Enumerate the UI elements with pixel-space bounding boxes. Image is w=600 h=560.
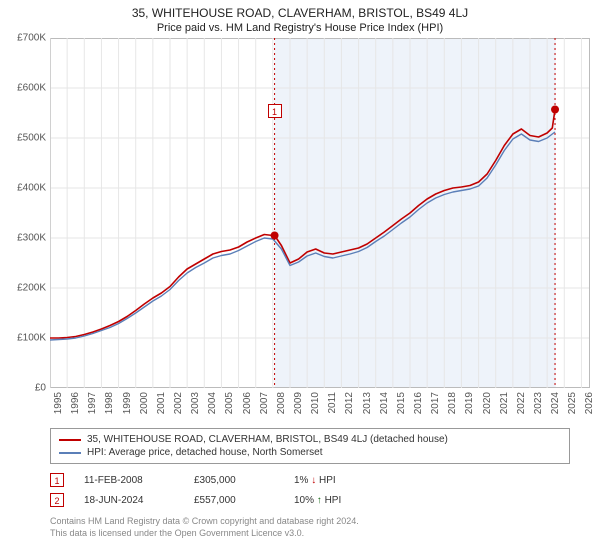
x-axis-label: 1997 (87, 392, 98, 414)
x-axis-label: 2020 (482, 392, 493, 414)
legend-swatch (59, 452, 81, 454)
legend-item: 35, WHITEHOUSE ROAD, CLAVERHAM, BRISTOL,… (59, 433, 561, 446)
legend-swatch (59, 439, 81, 441)
x-axis-label: 1999 (122, 392, 133, 414)
event-delta: 1% ↓ HPI (294, 475, 394, 486)
x-axis-label: 2025 (567, 392, 578, 414)
x-axis-label: 2022 (516, 392, 527, 414)
y-axis-label: £0 (0, 383, 46, 394)
event-delta: 10% ↑ HPI (294, 495, 394, 506)
legend-label: 35, WHITEHOUSE ROAD, CLAVERHAM, BRISTOL,… (87, 434, 448, 445)
x-axis-label: 2026 (584, 392, 595, 414)
legend: 35, WHITEHOUSE ROAD, CLAVERHAM, BRISTOL,… (50, 428, 570, 464)
x-axis-label: 2010 (310, 392, 321, 414)
y-axis-label: £500K (0, 133, 46, 144)
x-axis-label: 2000 (139, 392, 150, 414)
x-axis-label: 2018 (447, 392, 458, 414)
event-marker: 1 (50, 473, 64, 487)
y-axis-label: £300K (0, 233, 46, 244)
y-axis-label: £600K (0, 83, 46, 94)
chart-title: 35, WHITEHOUSE ROAD, CLAVERHAM, BRISTOL,… (0, 0, 600, 20)
x-axis-label: 2001 (156, 392, 167, 414)
y-axis-label: £200K (0, 283, 46, 294)
event-row: 2 18-JUN-2024 £557,000 10% ↑ HPI (50, 490, 570, 510)
y-axis-label: £400K (0, 183, 46, 194)
x-axis-label: 2012 (344, 392, 355, 414)
event-price: £305,000 (194, 475, 274, 486)
event-date: 18-JUN-2024 (84, 495, 174, 506)
x-axis-label: 2017 (430, 392, 441, 414)
event-price: £557,000 (194, 495, 274, 506)
x-axis-label: 2003 (190, 392, 201, 414)
arrow-down-icon: ↓ (311, 475, 316, 486)
x-axis-label: 2008 (276, 392, 287, 414)
event-table: 1 11-FEB-2008 £305,000 1% ↓ HPI 2 18-JUN-2024… (50, 470, 570, 510)
chart-container: 35, WHITEHOUSE ROAD, CLAVERHAM, BRISTOL,… (0, 0, 600, 560)
x-axis-label: 2002 (173, 392, 184, 414)
x-axis-label: 2006 (242, 392, 253, 414)
x-axis-label: 1996 (70, 392, 81, 414)
x-axis-label: 2014 (379, 392, 390, 414)
chart-marker-1: 1 (268, 104, 282, 118)
y-axis-label: £700K (0, 33, 46, 44)
chart-area: £0£100K£200K£300K£400K£500K£600K£700K199… (50, 38, 590, 388)
x-axis-label: 2004 (207, 392, 218, 414)
x-axis-label: 2015 (396, 392, 407, 414)
x-axis-label: 2021 (499, 392, 510, 414)
event-date: 11-FEB-2008 (84, 475, 174, 486)
x-axis-label: 2009 (293, 392, 304, 414)
x-axis-label: 2007 (259, 392, 270, 414)
arrow-up-icon: ↑ (317, 495, 322, 506)
x-axis-label: 2011 (327, 392, 338, 414)
event-row: 1 11-FEB-2008 £305,000 1% ↓ HPI (50, 470, 570, 490)
x-axis-label: 2013 (362, 392, 373, 414)
y-axis-label: £100K (0, 333, 46, 344)
x-axis-label: 2019 (464, 392, 475, 414)
legend-item: HPI: Average price, detached house, Nort… (59, 446, 561, 459)
footer-line: Contains HM Land Registry data © Crown c… (50, 516, 570, 528)
x-axis-label: 2005 (224, 392, 235, 414)
x-axis-label: 2024 (550, 392, 561, 414)
chart-svg (50, 38, 590, 388)
x-axis-label: 1998 (104, 392, 115, 414)
x-axis-label: 2016 (413, 392, 424, 414)
event-marker: 2 (50, 493, 64, 507)
chart-subtitle: Price paid vs. HM Land Registry's House … (0, 20, 600, 38)
legend-label: HPI: Average price, detached house, Nort… (87, 447, 323, 458)
x-axis-label: 2023 (533, 392, 544, 414)
footer-line: This data is licensed under the Open Gov… (50, 528, 570, 540)
footer: Contains HM Land Registry data © Crown c… (50, 516, 570, 539)
x-axis-label: 1995 (53, 392, 64, 414)
